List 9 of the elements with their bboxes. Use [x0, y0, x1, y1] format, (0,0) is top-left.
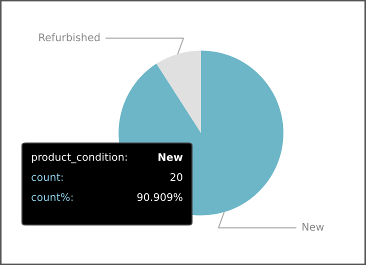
- text: count%:: [32, 193, 73, 202]
- text: count:: [32, 174, 63, 182]
- pie-slice: [156, 50, 201, 133]
- text: 20: [170, 173, 182, 182]
- slice-label: New: [302, 223, 324, 231]
- text: 90.909%: [137, 193, 182, 202]
- text: New: [158, 153, 183, 162]
- text: product_condition:: [32, 152, 127, 164]
- slice-label: Refurbished: [39, 33, 100, 42]
